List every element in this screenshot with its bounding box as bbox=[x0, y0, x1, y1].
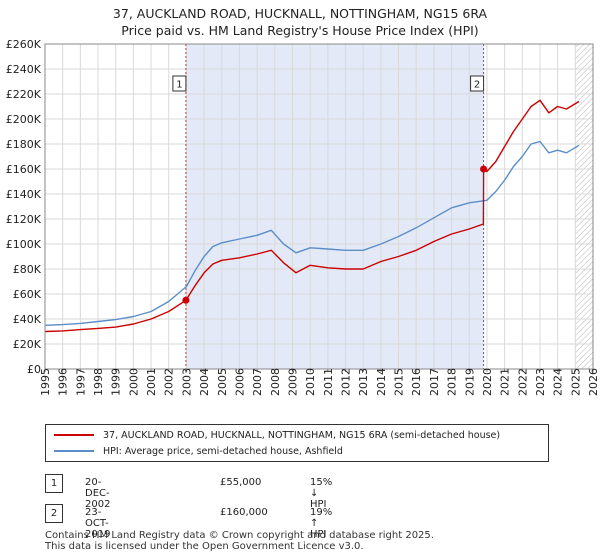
sale-label: 2 bbox=[474, 80, 480, 91]
y-tick-label: £240K bbox=[6, 63, 42, 76]
x-tick-label: 1999 bbox=[110, 368, 123, 396]
x-tick-label: 2006 bbox=[233, 368, 246, 396]
legend-label-property: 37, AUCKLAND ROAD, HUCKNALL, NOTTINGHAM,… bbox=[103, 429, 501, 441]
y-tick-label: £60K bbox=[13, 288, 42, 301]
legend-item-property: 37, AUCKLAND ROAD, HUCKNALL, NOTTINGHAM,… bbox=[54, 427, 500, 443]
y-tick-label: £0 bbox=[27, 363, 41, 376]
x-tick-label: 2007 bbox=[251, 368, 264, 396]
y-tick-label: £100K bbox=[6, 238, 42, 251]
chart-legend: 37, AUCKLAND ROAD, HUCKNALL, NOTTINGHAM,… bbox=[45, 424, 549, 462]
x-tick-label: 2024 bbox=[552, 368, 565, 396]
x-tick-label: 2001 bbox=[145, 368, 158, 396]
x-tick-label: 2019 bbox=[463, 368, 476, 396]
x-tick-label: 2021 bbox=[499, 368, 512, 396]
x-tick-label: 2013 bbox=[357, 368, 370, 396]
y-tick-label: £120K bbox=[6, 213, 42, 226]
hpi-line bbox=[44, 140, 580, 326]
x-tick-label: 2003 bbox=[180, 368, 193, 396]
legend-label-hpi: HPI: Average price, semi-detached house,… bbox=[103, 445, 343, 457]
transaction-price: £160,000 bbox=[220, 507, 268, 518]
x-tick-label: 2016 bbox=[410, 368, 423, 396]
x-tick-label: 2008 bbox=[269, 368, 282, 396]
legend-item-hpi: HPI: Average price, semi-detached house,… bbox=[54, 443, 343, 459]
x-tick-label: 2010 bbox=[304, 368, 317, 396]
transaction-date: 20-DEC-2002 bbox=[85, 477, 111, 510]
transaction-badge: 1 bbox=[45, 474, 63, 493]
x-tick-label: 2011 bbox=[322, 368, 335, 396]
plot-frame bbox=[44, 43, 594, 370]
x-tick-label: 1996 bbox=[57, 368, 70, 396]
legend-swatch-hpi bbox=[54, 450, 94, 452]
x-tick-label: 1998 bbox=[92, 368, 105, 396]
x-tick-label: 2020 bbox=[481, 368, 494, 396]
y-tick-label: £260K bbox=[6, 38, 42, 51]
chart-title-address: 37, AUCKLAND ROAD, HUCKNALL, NOTTINGHAM,… bbox=[112, 6, 488, 21]
footer-line-2: This data is licensed under the Open Gov… bbox=[45, 541, 364, 552]
legend-swatch-property bbox=[54, 434, 94, 436]
forecast-hatched-region bbox=[575, 44, 593, 369]
x-tick-label: 2005 bbox=[216, 368, 229, 396]
transaction-price: £55,000 bbox=[220, 477, 262, 488]
sale-label: 1 bbox=[176, 80, 182, 91]
x-tick-label: 2015 bbox=[393, 368, 406, 396]
x-tick-label: 2018 bbox=[446, 368, 459, 396]
price-chart: 1 2 £0 £20K £40K £60K £80K £100K £120K £140K £160… bbox=[6, 38, 600, 396]
x-tick-label: 2009 bbox=[286, 368, 299, 396]
x-tick-label: 2004 bbox=[198, 368, 211, 396]
x-tick-label: 2025 bbox=[569, 368, 582, 396]
transaction-hpi-diff: 15% ↓ HPI bbox=[310, 477, 333, 510]
x-tick-label: 1995 bbox=[39, 368, 52, 396]
x-tick-label: 2012 bbox=[340, 368, 353, 396]
y-tick-label: £20K bbox=[13, 338, 42, 351]
transaction-badge: 2 bbox=[45, 504, 63, 523]
y-tick-label: £80K bbox=[13, 263, 42, 276]
y-tick-label: £200K bbox=[6, 113, 42, 126]
x-tick-label: 2017 bbox=[428, 368, 441, 396]
x-tick-label: 1997 bbox=[74, 368, 87, 396]
sale-point bbox=[182, 296, 190, 304]
sale-point bbox=[480, 165, 488, 173]
x-tick-label: 2026 bbox=[587, 368, 600, 396]
y-tick-label: £140K bbox=[6, 188, 42, 201]
footer-attribution: Contains HM Land Registry data © Crown c… bbox=[45, 530, 434, 552]
sale-label-box bbox=[470, 75, 485, 92]
x-tick-label: 2023 bbox=[534, 368, 547, 396]
chart-title-subtitle: Price paid vs. HM Land Registry's House … bbox=[121, 23, 479, 38]
x-tick-label: 2000 bbox=[127, 368, 140, 396]
x-tick-label: 2002 bbox=[163, 368, 176, 396]
transaction-date: 23-OCT-2019 bbox=[85, 507, 111, 540]
x-tick-label: 2022 bbox=[516, 368, 529, 396]
property-price-line bbox=[44, 99, 580, 333]
transaction-hpi-diff: 19% ↑ HPI bbox=[310, 507, 333, 540]
sale-label-box bbox=[172, 75, 187, 92]
footer-line-1: Contains HM Land Registry data © Crown c… bbox=[45, 530, 434, 541]
y-tick-label: £180K bbox=[6, 138, 42, 151]
y-tick-label: £220K bbox=[6, 88, 42, 101]
x-tick-label: 2014 bbox=[375, 368, 388, 396]
ownership-shaded-region bbox=[185, 44, 484, 369]
y-tick-label: £40K bbox=[13, 313, 42, 326]
y-tick-label: £160K bbox=[6, 163, 42, 176]
